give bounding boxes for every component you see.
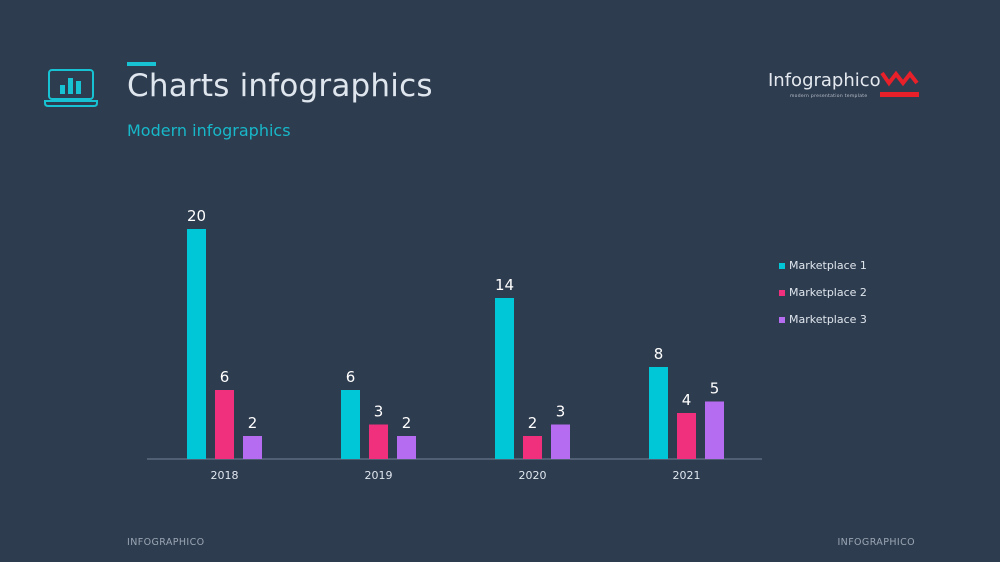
bar xyxy=(649,367,668,459)
bar xyxy=(551,424,570,459)
bar xyxy=(397,436,416,459)
legend-swatch xyxy=(779,289,785,296)
data-label: 6 xyxy=(346,368,356,386)
data-label: 2 xyxy=(402,414,412,432)
footer-right-text: INFOGRAPHICO xyxy=(837,537,915,548)
legend-label: Marketplace 3 xyxy=(789,313,867,326)
data-label: 2 xyxy=(528,414,538,432)
legend-swatch xyxy=(779,262,785,269)
bar xyxy=(523,436,542,459)
data-label: 3 xyxy=(556,403,566,421)
x-tick-label: 2018 xyxy=(211,469,239,482)
legend-swatch xyxy=(779,316,785,323)
chart-legend: Marketplace 1 Marketplace 2 Marketplace 3 xyxy=(779,252,867,333)
bar xyxy=(705,401,724,459)
data-label: 6 xyxy=(220,368,230,386)
bar xyxy=(215,390,234,459)
data-label: 2 xyxy=(248,414,258,432)
legend-item: Marketplace 1 xyxy=(779,252,867,279)
data-label: 8 xyxy=(654,345,664,363)
title-accent-bar xyxy=(127,62,156,66)
legend-label: Marketplace 1 xyxy=(789,259,867,272)
laptop-chart-icon xyxy=(44,68,98,112)
brand-name: Infographico xyxy=(768,70,881,91)
bar xyxy=(369,424,388,459)
footer-left-text: INFOGRAPHICO xyxy=(127,537,205,548)
legend-item: Marketplace 3 xyxy=(779,306,867,333)
bar xyxy=(677,413,696,459)
page-title: Charts infographics xyxy=(127,68,433,104)
bar xyxy=(341,390,360,459)
legend-item: Marketplace 2 xyxy=(779,279,867,306)
bar xyxy=(495,298,514,459)
x-tick-label: 2019 xyxy=(365,469,393,482)
page-subtitle: Modern infographics xyxy=(127,121,291,140)
brand-tagline: modern presentation template xyxy=(790,94,868,99)
infographico-logo xyxy=(880,70,920,104)
x-tick-label: 2021 xyxy=(673,469,701,482)
bar xyxy=(243,436,262,459)
data-label: 14 xyxy=(495,276,514,294)
legend-label: Marketplace 2 xyxy=(789,286,867,299)
bar xyxy=(187,229,206,459)
x-tick-label: 2020 xyxy=(519,469,547,482)
data-label: 20 xyxy=(187,207,206,225)
brand: Infographico modern presentation templat… xyxy=(768,70,923,110)
data-label: 3 xyxy=(374,403,384,421)
data-label: 4 xyxy=(682,391,692,409)
data-label: 5 xyxy=(710,380,720,398)
